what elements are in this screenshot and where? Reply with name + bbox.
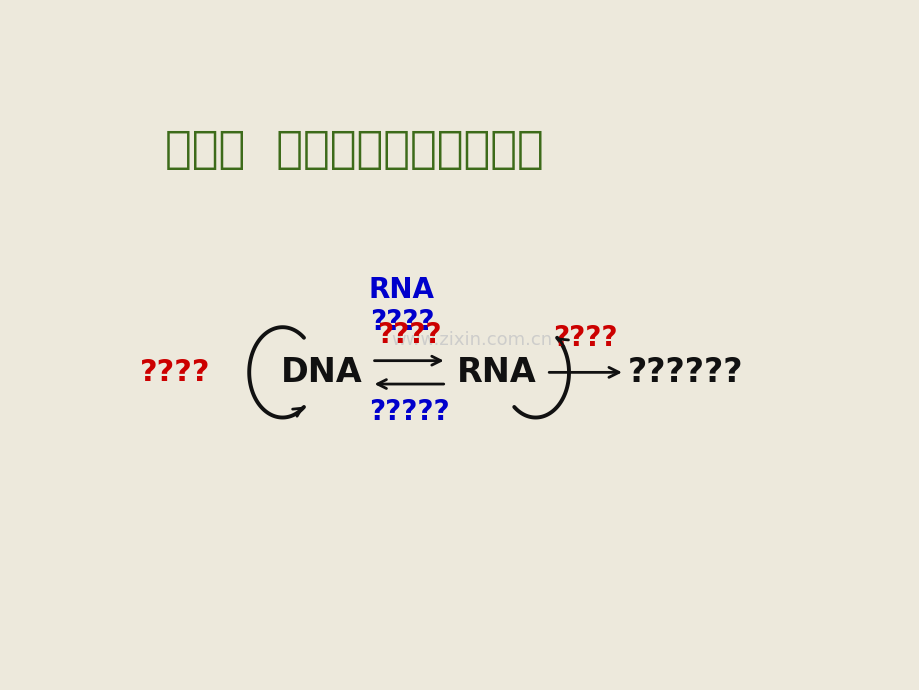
Text: ????: ???? (141, 358, 210, 387)
Text: ??????: ?????? (627, 356, 743, 389)
Text: ?????: ????? (369, 397, 449, 426)
Text: RNA: RNA (456, 356, 536, 389)
Text: DNA: DNA (280, 356, 362, 389)
Text: www.zixin.com.cn: www.zixin.com.cn (391, 331, 551, 349)
Text: ????: ???? (369, 308, 434, 336)
Text: ????: ???? (552, 324, 618, 352)
Text: RNA: RNA (369, 276, 435, 304)
Text: 第十章  原核生物基因表达调控: 第十章 原核生物基因表达调控 (165, 128, 543, 170)
Text: ????: ???? (377, 321, 441, 349)
